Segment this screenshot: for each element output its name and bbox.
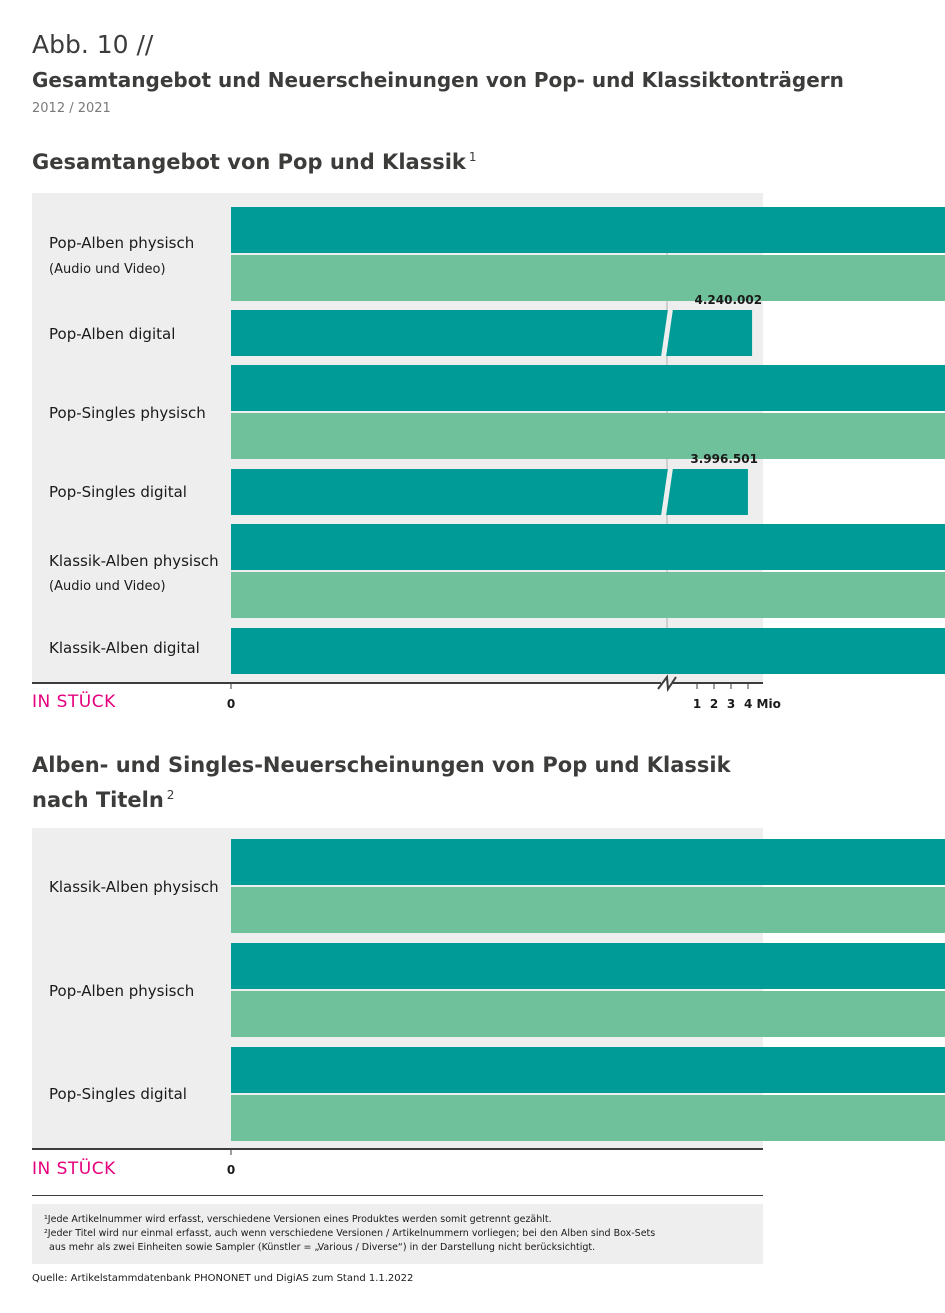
footnote-1: ¹Jede Artikelnummer wird erfasst, versch…	[44, 1214, 552, 1225]
chart1-unit-label: IN STÜCK	[32, 692, 116, 712]
footnote-2-line2: aus mehr als zwei Einheiten sowie Sample…	[49, 1242, 596, 1253]
data-label: 3.996.501	[690, 452, 758, 466]
source-note: Quelle: Artikelstammdatenbank PHONONET u…	[32, 1273, 414, 1284]
bar-2012	[231, 887, 945, 933]
bar-break-slash	[661, 468, 673, 516]
chart2-title-line2: nach Titeln	[32, 788, 164, 812]
chart2-title-line2-wrap: nach Titeln 2	[32, 780, 731, 815]
page-title: Gesamtangebot und Neuerscheinungen von P…	[32, 68, 844, 92]
figure-label: Abb. 10 //	[32, 30, 154, 59]
bar-2012	[231, 991, 945, 1037]
category-sublabel: (Audio und Video)	[49, 262, 166, 277]
bar-2012	[231, 572, 945, 618]
bar-2021	[231, 469, 748, 515]
bar-2021	[231, 628, 945, 674]
x-tick-label: 2	[710, 697, 718, 711]
category-label: Pop-Alben physisch	[49, 982, 194, 1000]
category-label: Klassik-Alben digital	[49, 639, 200, 657]
bar-2021	[231, 524, 945, 570]
data-label: 4.240.002	[695, 293, 763, 307]
bar-2021	[231, 943, 945, 989]
x-tick-label: 4 Mio	[744, 697, 781, 711]
chart2-title: Alben- und Singles-Neuerscheinungen von …	[32, 750, 731, 815]
x-tick-label: 3	[727, 697, 735, 711]
category-label: Pop-Singles digital	[49, 1085, 187, 1103]
bar-2012	[231, 413, 945, 459]
category-label: Pop-Alben digital	[49, 325, 175, 343]
x-tick-label: 0	[227, 1163, 235, 1177]
footnote-divider	[32, 1195, 763, 1196]
chart1-title-text: Gesamtangebot von Pop und Klassik	[32, 150, 466, 174]
bar-2021	[231, 839, 945, 885]
footnotes-box	[32, 1204, 763, 1264]
bar-2012	[231, 255, 945, 301]
bar-2021	[231, 1047, 945, 1093]
category-label: Pop-Singles digital	[49, 483, 187, 501]
axis-break-mark	[657, 674, 677, 692]
x-tick-label: 0	[227, 697, 235, 711]
category-sublabel: (Audio und Video)	[49, 579, 166, 594]
chart2-title-line1: Alben- und Singles-Neuerscheinungen von …	[32, 753, 731, 777]
category-label: Pop-Singles physisch	[49, 404, 206, 422]
footnote-2-line1: ²Jeder Titel wird nur einmal erfasst, au…	[44, 1228, 656, 1239]
category-label: Klassik-Alben physisch	[49, 878, 219, 896]
bar-2012	[231, 1095, 945, 1141]
footnotes: ¹Jede Artikelnummer wird erfasst, versch…	[44, 1213, 655, 1255]
chart1-svg: 20212012Pop-Alben physisch(Audio und Vid…	[32, 207, 945, 711]
chart2-unit-label: IN STÜCK	[32, 1159, 116, 1179]
chart1-title: Gesamtangebot von Pop und Klassik 1	[32, 150, 477, 174]
bar-break-slash	[661, 309, 673, 357]
chart2-footnote-mark: 2	[166, 788, 175, 802]
category-label: Klassik-Alben physisch	[49, 552, 219, 570]
bar-2021	[231, 365, 945, 411]
bar-2021	[231, 310, 753, 356]
chart2-svg: Klassik-Alben physisch3.2755.790Pop-Albe…	[32, 839, 945, 1177]
subtitle-years: 2012 / 2021	[32, 101, 111, 116]
x-tick-label: 1	[693, 697, 701, 711]
bar-2021	[231, 207, 945, 253]
category-label: Pop-Alben physisch	[49, 234, 194, 252]
chart1-footnote-mark: 1	[468, 150, 477, 164]
